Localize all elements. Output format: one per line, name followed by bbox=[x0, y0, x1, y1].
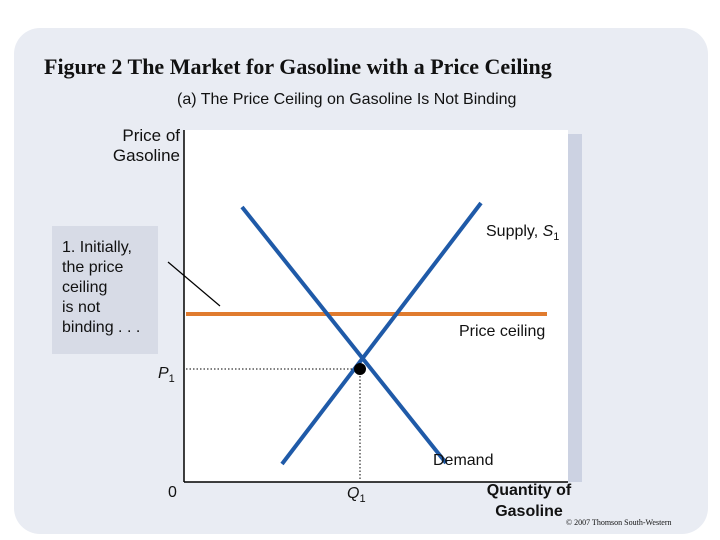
price-ceiling-label: Price ceiling bbox=[459, 323, 545, 340]
panel-title: (a) The Price Ceiling on Gasoline Is Not… bbox=[177, 91, 517, 108]
annotation-text: 1. Initially, the price ceiling is not b… bbox=[62, 239, 141, 336]
origin-label: 0 bbox=[168, 484, 177, 501]
equilibrium-point bbox=[354, 363, 366, 375]
x-axis-label-text: Quantity of Gasoline bbox=[486, 482, 572, 520]
demand-curve bbox=[240, 205, 448, 465]
demand-label: Demand bbox=[433, 452, 493, 469]
equilibrium-quantity-label: Q1 bbox=[347, 485, 366, 505]
annotation-box bbox=[52, 226, 158, 354]
x-axis-label: Quantity of Gasoline bbox=[474, 480, 584, 522]
supply-label: Supply, S1 bbox=[486, 223, 559, 243]
equilibrium-price-label: P1 bbox=[158, 365, 175, 385]
annotation-pointer bbox=[167, 261, 221, 307]
y-axis-label: Price of Gasoline bbox=[60, 126, 180, 166]
copyright-notice: © 2007 Thomson South-Western bbox=[566, 518, 672, 527]
supply-curve bbox=[280, 201, 483, 466]
plot-shadow bbox=[568, 134, 582, 482]
figure-title: Figure 2 The Market for Gasoline with a … bbox=[44, 54, 552, 79]
y-axis-label-text: Price of Gasoline bbox=[112, 126, 180, 165]
plot-area bbox=[184, 130, 568, 482]
